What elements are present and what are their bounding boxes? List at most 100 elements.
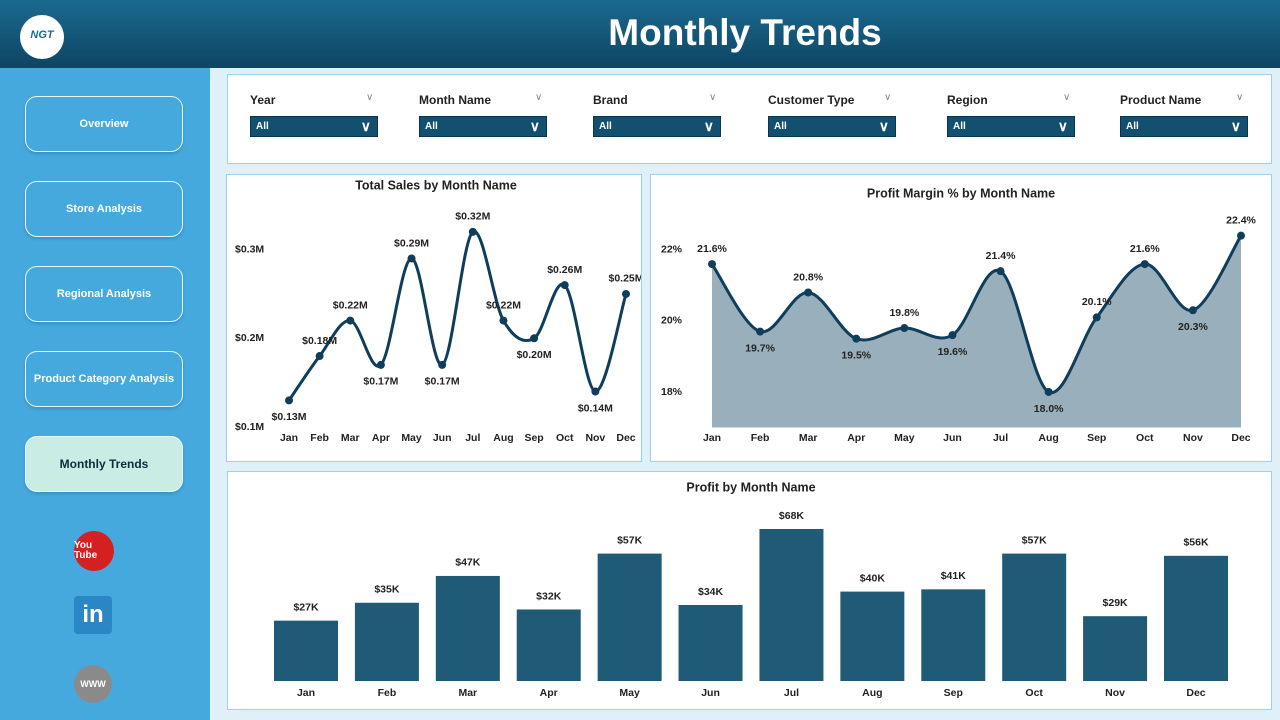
x-tick-label: May — [894, 432, 915, 444]
data-label: $0.14M — [578, 402, 613, 414]
data-label: 21.4% — [986, 250, 1016, 262]
filter-label: Brand — [593, 93, 628, 107]
header — [0, 0, 1280, 68]
chart-panel: Total Sales by Month Name Jan Feb Mar Apr May… — [226, 174, 644, 462]
chevron: ∨ — [1063, 92, 1071, 103]
dropdown-value: All — [256, 121, 269, 132]
data-label: 21.6% — [1130, 243, 1160, 255]
data-label: $56K — [1183, 537, 1209, 549]
x-tick-label: Apr — [847, 432, 865, 444]
x-tick-label: Dec — [1231, 432, 1250, 444]
chart-title: Total Sales by Month Name — [355, 178, 517, 192]
data-label: $0.13M — [271, 411, 306, 423]
x-tick-label: Dec — [1186, 687, 1205, 699]
point — [1237, 231, 1245, 240]
data-label: $27K — [293, 601, 319, 613]
dropdown[interactable]: All ∨ — [768, 116, 896, 137]
x-tick-label: Jun — [701, 687, 720, 699]
bar — [516, 609, 581, 681]
chevron: ∨ — [1057, 118, 1068, 134]
bar — [759, 529, 824, 681]
data-label: $41K — [941, 570, 967, 582]
data-label: 19.6% — [938, 346, 968, 358]
point — [468, 227, 477, 236]
nav-button[interactable]: Regional Analysis — [25, 266, 183, 322]
chevron: ∨ — [360, 118, 371, 134]
web-icon[interactable]: WWW — [74, 665, 112, 703]
point — [948, 331, 957, 340]
point — [376, 360, 385, 369]
x-tick-label: Sep — [944, 687, 963, 699]
data-label: 19.7% — [745, 342, 775, 354]
bar — [354, 602, 419, 681]
chevron: ∨ — [878, 118, 889, 134]
filter-label: Customer Type — [768, 93, 855, 107]
y-tick-label: $0.2M — [235, 332, 264, 344]
point — [591, 387, 600, 396]
nav-button[interactable]: Product Category Analysis — [25, 351, 183, 407]
x-tick-label: May — [401, 432, 422, 444]
bar — [678, 605, 743, 681]
data-label: $32K — [536, 590, 562, 602]
dropdown[interactable]: All ∨ — [947, 116, 1075, 137]
bar — [597, 553, 662, 681]
x-tick-label: Nov — [585, 432, 605, 444]
logo: NGT — [20, 15, 64, 59]
dropdown[interactable]: All ∨ — [250, 116, 378, 137]
y-tick-label: 18% — [661, 386, 683, 398]
x-tick-label: Jul — [993, 432, 1008, 444]
data-label: $0.25M — [608, 273, 641, 285]
dropdown[interactable]: All ∨ — [593, 116, 721, 137]
x-tick-label: Feb — [378, 687, 397, 699]
chevron: ∨ — [366, 92, 374, 103]
dropdown-value: All — [425, 121, 438, 132]
point — [1092, 313, 1101, 322]
x-tick-label: Aug — [493, 432, 513, 444]
dropdown[interactable]: All ∨ — [419, 116, 547, 137]
data-label: $34K — [698, 586, 724, 598]
data-label: $0.17M — [363, 376, 398, 388]
line — [287, 230, 628, 402]
point — [804, 288, 813, 297]
x-tick-label: Jul — [784, 687, 799, 699]
data-label: $0.32M — [455, 211, 490, 223]
linkedin-icon[interactable]: in — [74, 596, 112, 634]
x-tick-label: Feb — [751, 432, 770, 444]
point — [622, 289, 630, 298]
chevron: ∨ — [703, 118, 714, 134]
point — [852, 334, 861, 343]
youtube-icon[interactable]: You Tube — [74, 531, 114, 571]
page-title: Monthly Trends — [608, 12, 882, 53]
point — [499, 316, 508, 325]
bar — [435, 575, 500, 681]
chart: Profit by Month Name Jan Feb Mar Apr May Jun Ju… — [274, 480, 1228, 699]
chevron: ∨ — [1236, 92, 1244, 103]
x-tick-label: Oct — [1025, 687, 1043, 699]
chart-panel: Profit Margin % by Month Name Jan Feb Mar Ap… — [650, 174, 1272, 462]
nav-button[interactable]: Overview — [25, 96, 183, 152]
chart-panel: Profit by Month Name Jan Feb Mar Apr May Jun Ju… — [227, 471, 1272, 710]
nav-button[interactable]: Monthly Trends — [25, 436, 183, 492]
x-tick-label: Mar — [799, 432, 818, 444]
y-tick-label: $0.1M — [235, 421, 264, 433]
filter-label: Region — [947, 93, 988, 107]
x-tick-label: Feb — [310, 432, 329, 444]
y-tick-label: 22% — [661, 244, 683, 256]
x-tick-label: Mar — [341, 432, 360, 444]
chart-title: Profit Margin % by Month Name — [867, 186, 1055, 200]
dropdown-value: All — [599, 121, 612, 132]
dropdown[interactable]: All ∨ — [1120, 116, 1248, 137]
data-label: $47K — [455, 557, 481, 569]
x-tick-label: Jan — [280, 432, 298, 444]
data-label: $0.17M — [425, 376, 460, 388]
point — [900, 324, 909, 333]
data-label: 20.1% — [1082, 296, 1112, 308]
point — [315, 352, 324, 361]
point — [560, 281, 569, 290]
filter-label: Year — [250, 93, 276, 107]
nav-button[interactable]: Store Analysis — [25, 181, 183, 237]
data-label: 18.0% — [1034, 403, 1064, 415]
point — [996, 267, 1005, 276]
x-tick-label: Jul — [465, 432, 480, 444]
